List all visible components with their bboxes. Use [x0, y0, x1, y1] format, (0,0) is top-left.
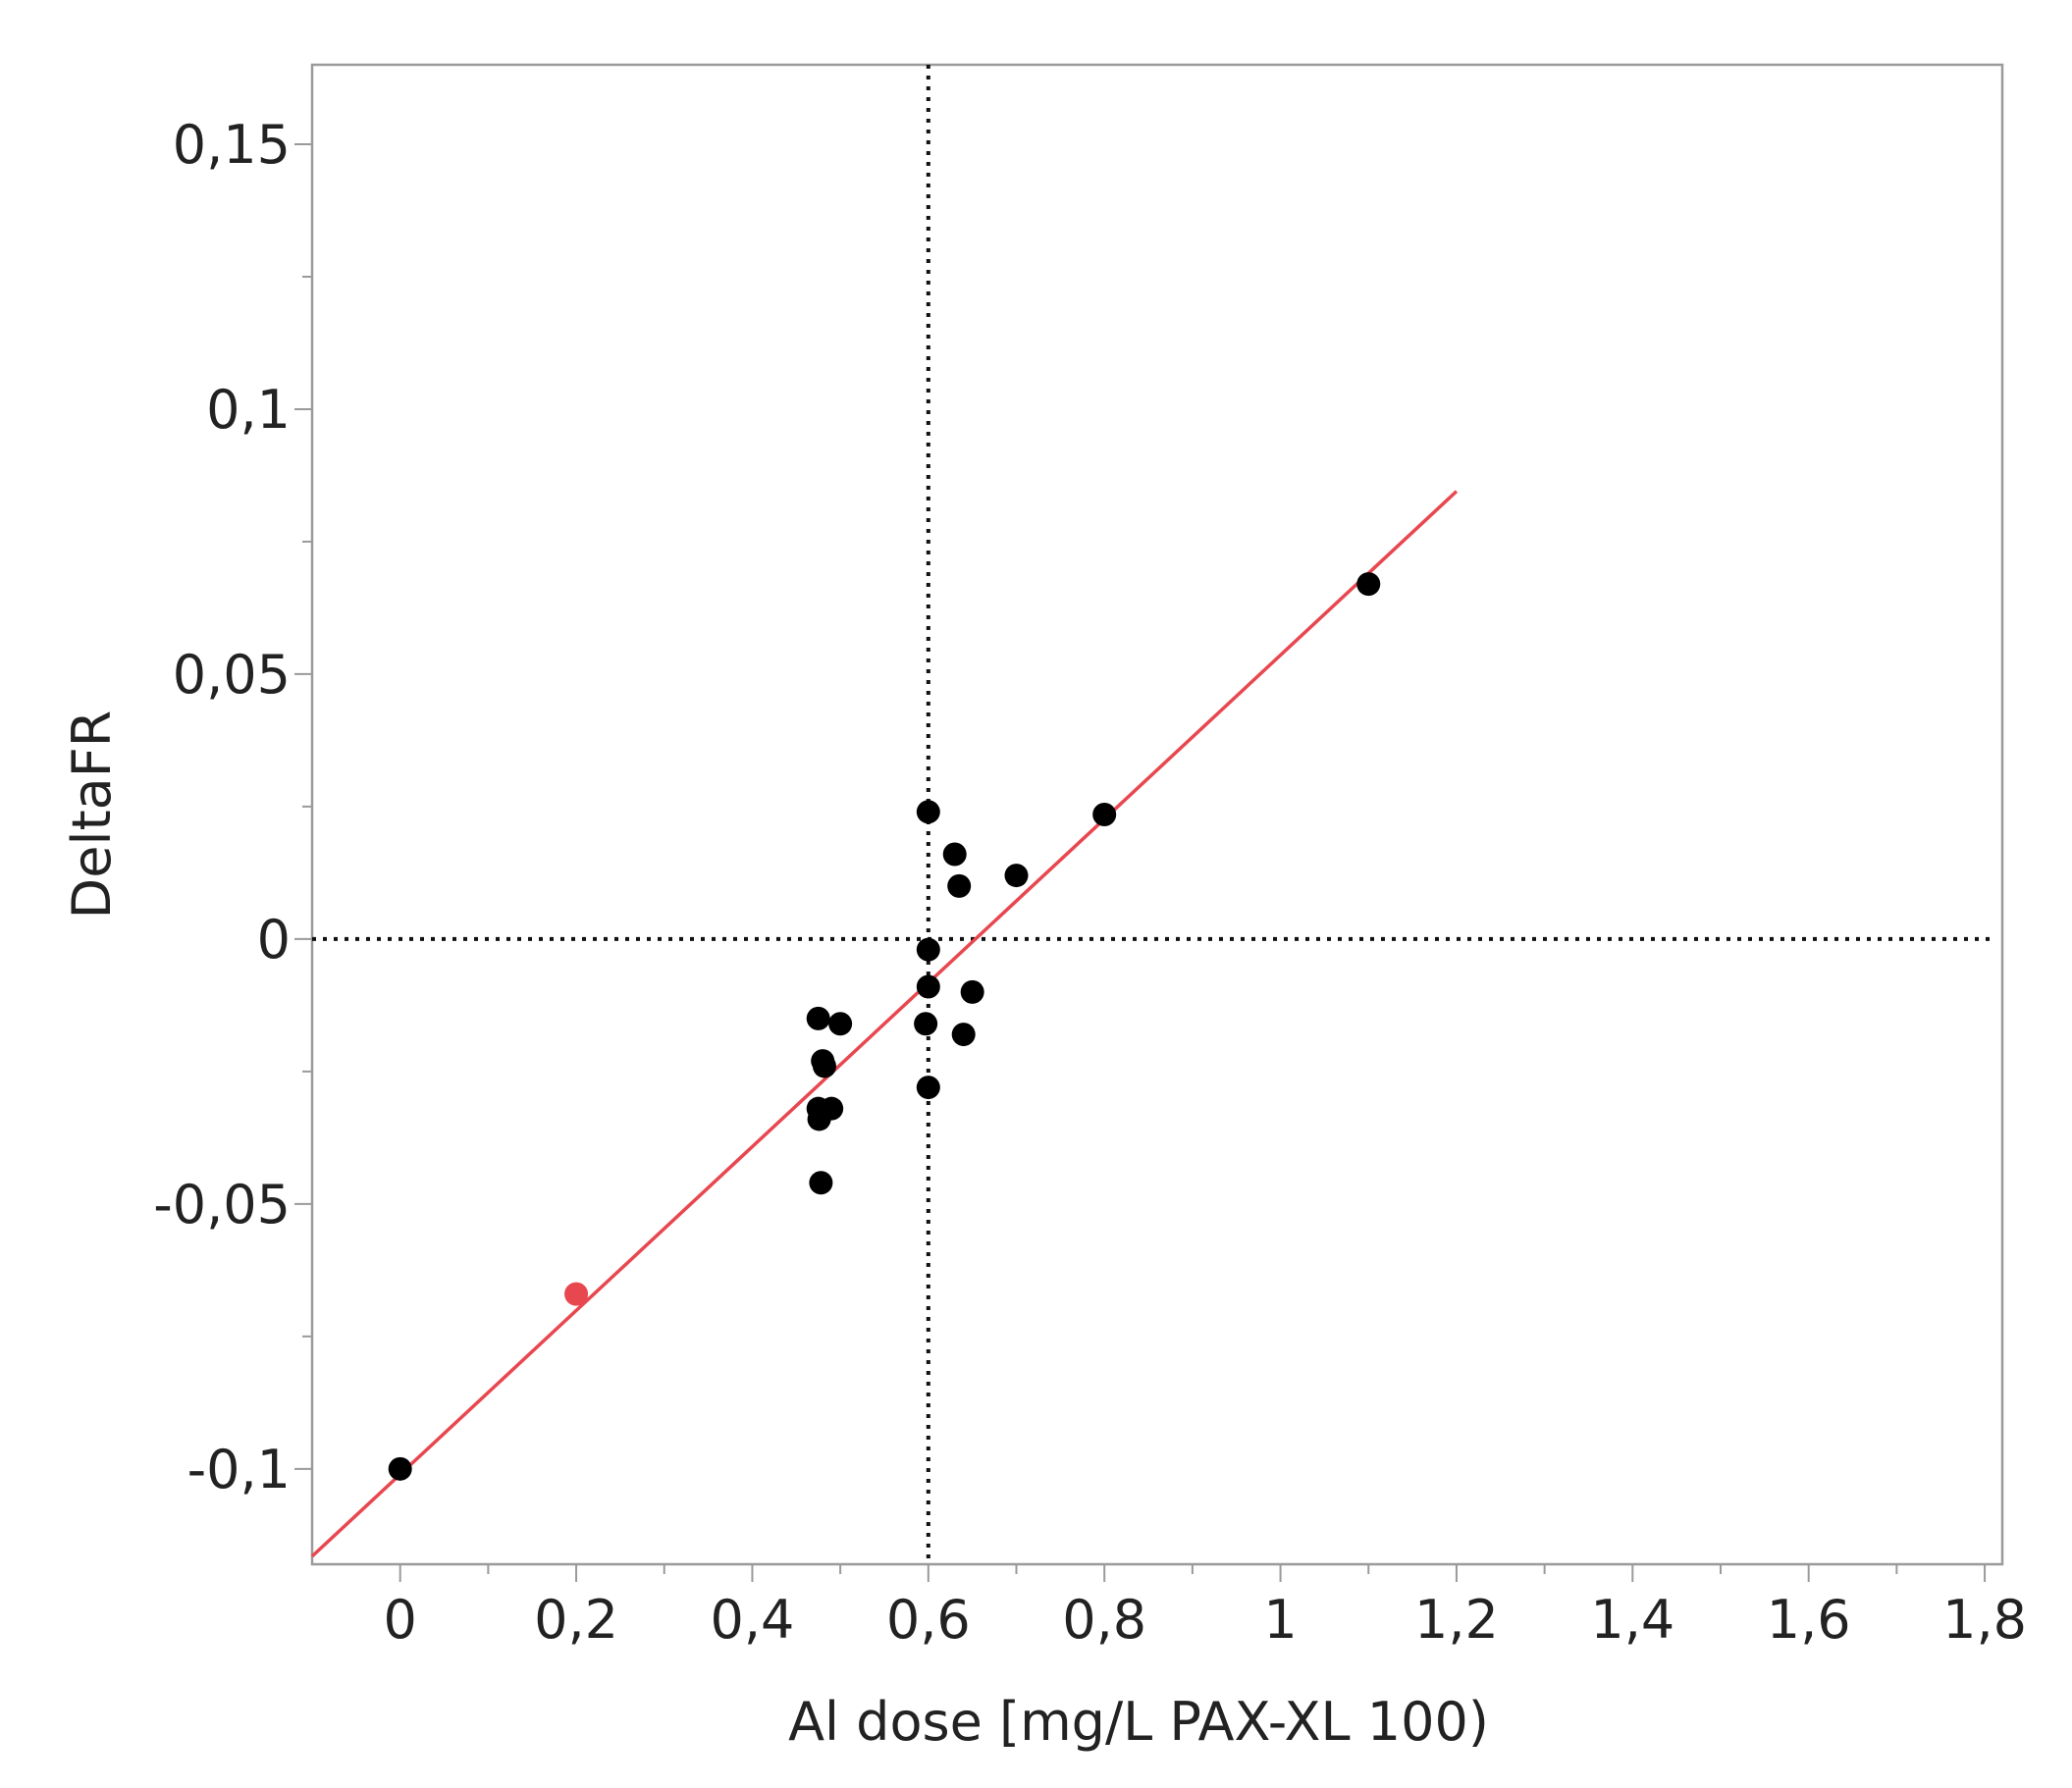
data-point [1004, 864, 1029, 888]
x-tick-label: 0,6 [886, 1589, 971, 1651]
x-tick-label: 0,4 [710, 1589, 794, 1651]
x-tick-label: 1,6 [1767, 1589, 1851, 1651]
y-tick-label: 0,05 [173, 644, 291, 706]
highlighted-data-point [564, 1282, 589, 1306]
x-tick-label: 0 [384, 1589, 417, 1651]
data-point [951, 1023, 976, 1047]
data-point [916, 800, 940, 824]
y-axis-title: DeltaFR [61, 710, 123, 920]
data-point [388, 1456, 412, 1481]
data-point [916, 937, 940, 962]
data-point [809, 1171, 833, 1195]
x-tick-label: 1 [1263, 1589, 1297, 1651]
data-point [806, 1006, 830, 1030]
y-tick-label: 0,15 [173, 114, 291, 176]
tick-labels: 0 0,2 0,4 0,6 0,8 1 1,2 1,4 1,6 1,8 0,15 0,1 0,05 0 -0… [153, 114, 2027, 1651]
regression-line [310, 490, 1459, 1558]
y-tick-label: 0 [257, 909, 291, 971]
axes-layer [294, 63, 2004, 1582]
data-point [947, 873, 972, 898]
x-tick-label: 0,2 [534, 1589, 618, 1651]
data-point [807, 1107, 831, 1131]
y-tick-label: -0,05 [153, 1174, 291, 1236]
x-tick-label: 1,2 [1414, 1589, 1499, 1651]
data-point [916, 974, 940, 999]
data-point [960, 979, 984, 1004]
data-points [388, 572, 1381, 1481]
data-point [812, 1054, 836, 1078]
data-point [1092, 803, 1117, 826]
data-point [828, 1012, 853, 1036]
plot-frame [310, 63, 2004, 1566]
x-tick-label: 1,4 [1590, 1589, 1674, 1651]
fit-line-layer [310, 490, 1459, 1558]
data-point [942, 842, 967, 867]
y-tick-label: 0,1 [206, 379, 291, 441]
data-point [916, 1076, 940, 1100]
data-point [1356, 572, 1381, 597]
reference-lines [312, 65, 1991, 1564]
x-axis-title: Al dose [mg/L PAX-XL 100) [788, 1691, 1489, 1753]
x-tick-label: 1,8 [1942, 1589, 2027, 1651]
x-tick-label: 0,8 [1062, 1589, 1146, 1651]
y-tick-label: -0,1 [187, 1439, 291, 1500]
data-point [914, 1012, 938, 1036]
